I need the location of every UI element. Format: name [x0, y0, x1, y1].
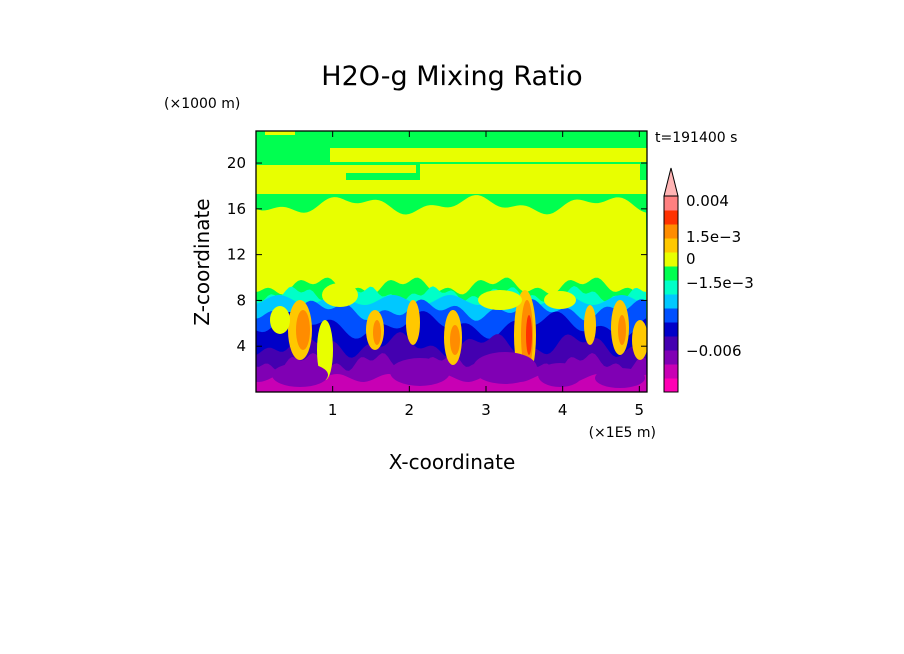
colorbar-segment	[664, 196, 678, 211]
colorbar: 0.004 1.5e−3 0 −1.5e−3 −0.006	[663, 167, 754, 393]
y-tick-label: 20	[227, 154, 246, 172]
colorbar-label: −1.5e−3	[686, 274, 754, 292]
colorbar-segment	[664, 322, 678, 337]
x-axis-ticks: 1 2 3 4 5	[328, 131, 644, 419]
x-tick-label: 3	[481, 401, 491, 419]
colorbar-segment	[664, 294, 678, 309]
colorbar-overflow-triangle	[663, 167, 679, 197]
colorbar-segment	[664, 266, 678, 281]
colorbar-segment	[664, 336, 678, 351]
colorbar-label: 1.5e−3	[686, 228, 741, 246]
colorbar-segment	[664, 350, 678, 365]
colorbar-segment	[664, 364, 678, 379]
chart-title: H2O-g Mixing Ratio	[321, 61, 582, 92]
colorbar-segment	[664, 210, 678, 225]
x-tick-label: 1	[328, 401, 338, 419]
colorbar-label: 0.004	[686, 192, 729, 210]
x-tick-label: 2	[405, 401, 415, 419]
colorbar-segment	[664, 308, 678, 323]
y-tick-label: 12	[227, 246, 246, 264]
time-label: t=191400 s	[655, 130, 737, 146]
colorbar-segment	[664, 280, 678, 295]
x-unit-label: (×1E5 m)	[589, 425, 656, 441]
y-tick-label: 16	[227, 200, 246, 218]
colorbar-label: −0.006	[686, 342, 742, 360]
y-unit-label: (×1000 m)	[164, 96, 240, 112]
colorbar-label: 0	[686, 250, 696, 268]
colorbar-segment	[664, 238, 678, 253]
colorbar-frame	[663, 195, 679, 393]
colorbar-segment	[664, 378, 678, 393]
plot-frame	[255, 130, 648, 393]
x-axis-label: X-coordinate	[389, 450, 516, 474]
colorbar-segment	[664, 252, 678, 267]
y-axis-label: Z-coordinate	[190, 198, 214, 325]
x-tick-label: 4	[558, 401, 568, 419]
y-axis-ticks: 4 8 12 16 20	[227, 154, 647, 355]
contour-field	[256, 131, 647, 392]
colorbar-segment	[664, 224, 678, 239]
x-tick-label: 5	[635, 401, 645, 419]
y-tick-label: 8	[236, 291, 246, 309]
y-tick-label: 4	[236, 337, 246, 355]
